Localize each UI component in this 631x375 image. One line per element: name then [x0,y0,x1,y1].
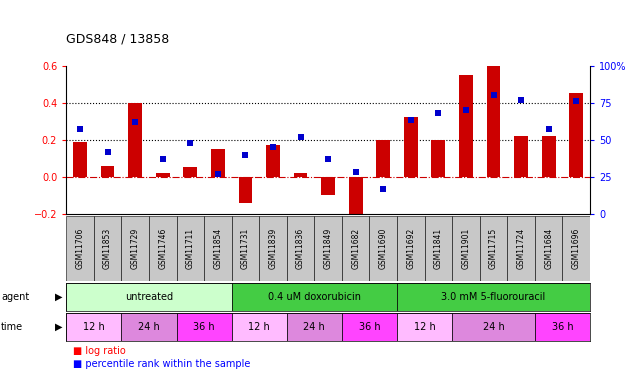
Bar [542,136,555,177]
Bar [121,216,149,281]
Bar [342,216,370,281]
Text: 12 h: 12 h [249,322,270,332]
Bar [211,149,225,177]
Text: ▶: ▶ [55,292,62,302]
Text: ▶: ▶ [55,322,62,332]
Bar [94,216,121,281]
Bar [535,216,562,281]
Bar [404,117,418,177]
Text: GSM11839: GSM11839 [269,228,278,269]
Bar [156,173,170,177]
Text: 12 h: 12 h [414,322,435,332]
Text: GSM11836: GSM11836 [296,228,305,269]
Text: ■ log ratio: ■ log ratio [73,346,126,356]
Text: 24 h: 24 h [483,322,504,332]
Bar [569,93,583,177]
Text: 0.4 uM doxorubicin: 0.4 uM doxorubicin [268,292,361,302]
Bar [66,283,232,311]
Text: GDS848 / 13858: GDS848 / 13858 [66,32,170,45]
Text: 36 h: 36 h [193,322,215,332]
Bar [259,216,286,281]
Bar [562,216,590,281]
Bar [425,216,452,281]
Bar [480,216,507,281]
Bar [66,313,121,341]
Bar [397,283,590,311]
Text: GSM11711: GSM11711 [186,228,195,269]
Bar [177,313,232,341]
Bar [204,216,232,281]
Bar [286,313,342,341]
Bar [239,177,252,203]
Text: GSM11731: GSM11731 [241,228,250,269]
Bar [149,216,177,281]
Text: 24 h: 24 h [138,322,160,332]
Bar [101,166,114,177]
Bar [232,283,397,311]
Text: GSM11854: GSM11854 [213,228,222,269]
Text: GSM11724: GSM11724 [517,228,526,269]
Text: 36 h: 36 h [358,322,380,332]
Bar [514,136,528,177]
Text: GSM11841: GSM11841 [434,228,443,269]
Bar [459,75,473,177]
Text: agent: agent [1,292,30,302]
Bar [232,313,286,341]
Text: GSM11706: GSM11706 [76,228,85,269]
Text: GSM11746: GSM11746 [158,228,167,269]
Bar [184,168,197,177]
Bar [432,140,445,177]
Bar [266,145,280,177]
Text: GSM11692: GSM11692 [406,228,415,269]
Bar [73,141,87,177]
Text: GSM11682: GSM11682 [351,228,360,269]
Text: GSM11696: GSM11696 [572,228,581,269]
Text: untreated: untreated [125,292,173,302]
Bar [66,216,94,281]
Text: GSM11690: GSM11690 [379,228,387,269]
Text: GSM11715: GSM11715 [489,228,498,269]
Text: 3.0 mM 5-fluorouracil: 3.0 mM 5-fluorouracil [441,292,546,302]
Text: 12 h: 12 h [83,322,105,332]
Bar [452,313,535,341]
Bar [321,177,335,195]
Bar [342,313,397,341]
Bar [370,216,397,281]
Bar [128,103,142,177]
Bar [397,313,452,341]
Text: GSM11853: GSM11853 [103,228,112,269]
Bar [507,216,535,281]
Text: time: time [1,322,23,332]
Text: GSM11684: GSM11684 [544,228,553,269]
Text: GSM11849: GSM11849 [324,228,333,269]
Bar [397,216,425,281]
Bar [121,313,177,341]
Bar [487,66,500,177]
Bar [286,216,314,281]
Bar [376,140,390,177]
Bar [314,216,342,281]
Bar [293,173,307,177]
Text: GSM11729: GSM11729 [131,228,139,269]
Bar [177,216,204,281]
Bar [349,177,363,219]
Bar [535,313,590,341]
Text: 24 h: 24 h [304,322,325,332]
Bar [232,216,259,281]
Text: 36 h: 36 h [551,322,573,332]
Bar [452,216,480,281]
Text: ■ percentile rank within the sample: ■ percentile rank within the sample [73,359,250,369]
Text: GSM11901: GSM11901 [461,228,471,269]
